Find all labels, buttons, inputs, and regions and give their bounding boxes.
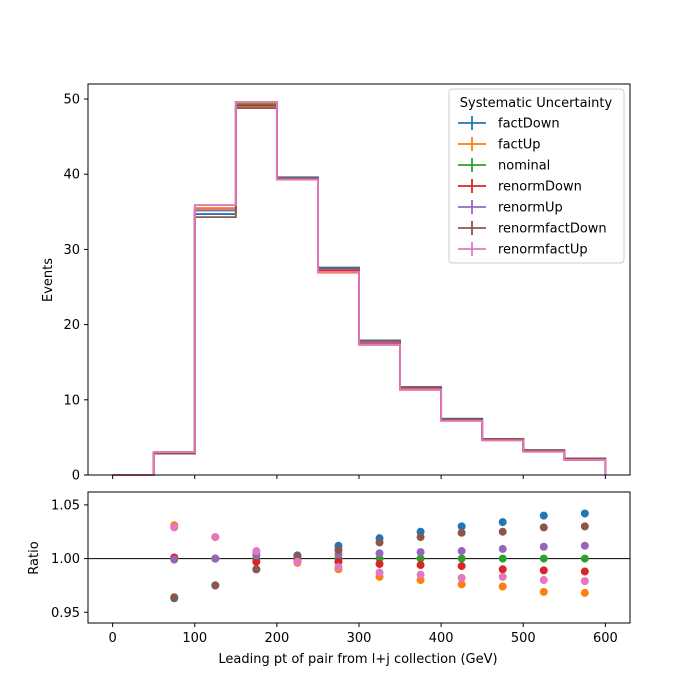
legend-entry-renormUp: renormUp (458, 200, 563, 216)
legend-label: factDown (498, 117, 560, 132)
ratio-point-renormfactDown (334, 545, 343, 554)
legend-label: renormUp (498, 201, 563, 216)
ratio-point-renormUp (580, 541, 589, 550)
ratio-point-renormfactUp (252, 547, 261, 556)
ratio-y-tick-label: 1.05 (51, 498, 80, 513)
ratio-y-tick-label: 0.95 (51, 606, 80, 621)
ratio-point-factDown (580, 509, 589, 518)
legend-entry-renormfactDown: renormfactDown (458, 221, 607, 237)
ratio-point-renormDown (416, 561, 425, 570)
ratio-panel: 0.95 1.00 1.05 0 100 200 300 400 500 600 Ratio L… (27, 491, 631, 667)
legend-label: renormDown (498, 180, 582, 195)
ratio-point-renormUp (498, 544, 507, 553)
legend: Systematic Uncertainty factDown factUp nom… (448, 88, 625, 264)
ratio-point-renormfactDown (416, 533, 425, 542)
ratio-point-renormfactUp (375, 568, 384, 577)
histogram-x-ticks (112, 475, 606, 479)
ratio-point-factDown (457, 522, 466, 531)
ratio-y-tick-label: 1.00 (51, 552, 80, 567)
ratio-x-tick-label: 300 (347, 631, 372, 646)
histogram-y-tick-label: 40 (63, 168, 80, 183)
ratio-point-renormfactUp (334, 563, 343, 572)
ratio-point-renormfactUp (211, 533, 220, 542)
histogram-y-tick-label: 30 (63, 243, 80, 258)
ratio-point-renormfactDown (539, 523, 548, 532)
histogram-y-tick-label: 0 (72, 469, 80, 484)
ratio-point-renormUp (539, 542, 548, 551)
ratio-point-renormDown (539, 566, 548, 575)
ratio-point-renormfactUp (498, 572, 507, 581)
ratio-x-tick-label: 400 (429, 631, 454, 646)
ratio-point-renormfactUp (580, 577, 589, 586)
histogram-y-tick-label: 50 (63, 93, 80, 108)
ratio-point-renormfactDown (375, 538, 384, 547)
legend-entries: factDown factUp nominal renormDown renormUp r… (458, 116, 607, 258)
ratio-point-factDown (539, 511, 548, 520)
ratio-point-factUp (539, 587, 548, 596)
legend-entry-nominal: nominal (458, 158, 550, 174)
legend-label: renormfactUp (498, 243, 588, 258)
legend-entry-factDown: factDown (458, 116, 560, 132)
histogram-series-group (112, 101, 607, 476)
legend-box (448, 88, 625, 264)
ratio-point-renormDown (375, 559, 384, 568)
legend-label: renormfactDown (498, 222, 607, 237)
ratio-point-nominal (416, 554, 425, 563)
legend-label: factUp (498, 138, 541, 153)
ratio-point-renormDown (498, 565, 507, 574)
ratio-point-renormUp (457, 547, 466, 556)
ratio-point-factUp (457, 580, 466, 589)
ratio-point-renormfactDown (580, 522, 589, 531)
histogram-axes-frame (87, 83, 631, 476)
legend-entry-factUp: factUp (458, 137, 541, 153)
histogram-line-renormfactUp (112, 101, 607, 476)
ratio-points-group (170, 509, 589, 603)
ratio-point-renormfactUp (293, 557, 302, 566)
ratio-point-renormDown (580, 567, 589, 576)
ratio-x-tick-label: 500 (511, 631, 536, 646)
ratio-point-factUp (498, 582, 507, 591)
ratio-x-tick-label: 200 (264, 631, 289, 646)
ratio-x-tick-label: 600 (593, 631, 618, 646)
ratio-point-renormfactDown (211, 581, 220, 590)
ratio-point-renormUp (170, 555, 179, 564)
ratio-point-renormfactDown (498, 527, 507, 536)
histogram-y-tick-label: 20 (63, 318, 80, 333)
legend-entry-renormfactUp: renormfactUp (458, 242, 588, 258)
ratio-point-nominal (580, 554, 589, 563)
histogram-y-ticks: 0 10 20 30 40 50 (63, 93, 88, 484)
histogram-y-tick-label: 10 (63, 393, 80, 408)
histogram-panel: 0 10 20 30 40 50 Events Systematic Uncertaint… (41, 83, 631, 484)
ratio-point-renormfactDown (457, 528, 466, 537)
ratio-point-renormfactDown (252, 565, 261, 574)
ratio-point-renormUp (375, 549, 384, 558)
ratio-x-ticks: 0 100 200 300 400 500 600 (108, 623, 618, 646)
ratio-axes-frame (87, 491, 631, 624)
ratio-point-factUp (580, 588, 589, 597)
ratio-point-nominal (498, 554, 507, 563)
ratio-x-tick-label: 100 (182, 631, 207, 646)
ratio-point-nominal (539, 554, 548, 563)
ratio-y-ticks: 0.95 1.00 1.05 (51, 498, 88, 621)
ratio-point-renormUp (211, 554, 220, 563)
histogram-y-axis-label: Events (41, 258, 56, 302)
ratio-x-axis-label: Leading pt of pair from l+j collection (… (218, 652, 497, 667)
ratio-x-tick-label: 0 (108, 631, 116, 646)
ratio-y-axis-label: Ratio (27, 541, 42, 574)
ratio-point-renormfactUp (539, 576, 548, 585)
legend-label: nominal (498, 159, 550, 174)
ratio-point-nominal (457, 554, 466, 563)
ratio-point-renormfactUp (457, 573, 466, 582)
ratio-point-factDown (498, 518, 507, 527)
ratio-point-renormfactDown (170, 593, 179, 602)
ratio-point-renormUp (416, 548, 425, 557)
ratio-point-renormDown (457, 562, 466, 571)
ratio-point-renormfactUp (416, 570, 425, 579)
legend-title: Systematic Uncertainty (460, 96, 613, 111)
ratio-point-renormDown (252, 557, 261, 566)
legend-entry-renormDown: renormDown (458, 179, 582, 195)
ratio-point-renormfactUp (170, 523, 179, 532)
